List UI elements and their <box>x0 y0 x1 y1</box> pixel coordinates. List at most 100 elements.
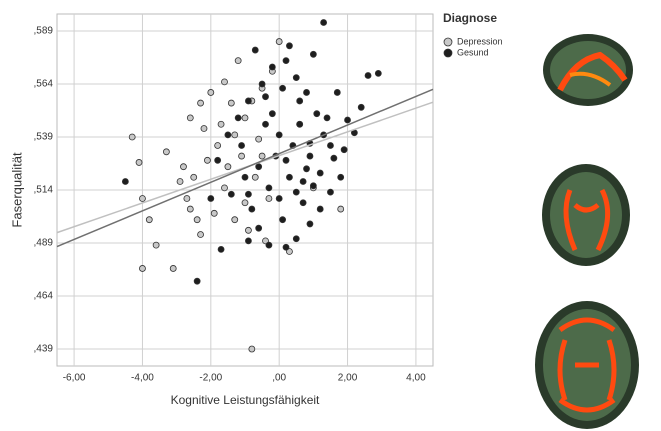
y-tick-label: ,514 <box>34 185 54 196</box>
x-tick-label: 4,00 <box>406 373 426 384</box>
x-tick-label: ,00 <box>272 373 286 384</box>
legend-label: Gesund <box>457 47 489 57</box>
point <box>176 178 184 185</box>
point <box>316 169 324 177</box>
point <box>251 46 259 54</box>
point <box>139 195 146 202</box>
x-tick-label: -2,00 <box>199 373 222 384</box>
point <box>255 224 263 232</box>
point <box>231 216 239 224</box>
point <box>224 163 232 171</box>
point <box>337 205 345 213</box>
point <box>275 38 283 45</box>
point <box>292 235 300 243</box>
point <box>200 125 208 132</box>
point <box>306 220 314 228</box>
point <box>255 163 263 171</box>
point <box>227 99 235 107</box>
point <box>231 131 239 139</box>
point <box>320 19 328 26</box>
point <box>121 178 129 185</box>
point <box>238 142 245 149</box>
y-tick-label: ,464 <box>34 291 54 302</box>
point <box>286 173 293 181</box>
point <box>248 345 256 353</box>
point <box>227 190 235 198</box>
point <box>282 156 290 164</box>
point <box>251 173 259 181</box>
brain-images <box>535 34 639 429</box>
point <box>241 114 249 122</box>
point <box>245 237 252 245</box>
point <box>265 195 273 202</box>
point <box>190 173 198 181</box>
point <box>262 93 269 101</box>
point <box>309 50 317 58</box>
point <box>197 99 204 107</box>
point <box>309 182 317 190</box>
point <box>224 131 232 139</box>
point <box>238 152 245 160</box>
point <box>145 216 153 224</box>
y-axis-label: Faserqualität <box>9 152 24 228</box>
point <box>268 63 276 71</box>
point <box>279 84 287 92</box>
point <box>279 216 287 224</box>
point <box>303 89 310 96</box>
point <box>186 114 194 122</box>
point <box>217 245 225 253</box>
point <box>245 97 252 105</box>
point <box>139 265 146 272</box>
point <box>340 146 348 154</box>
point <box>357 103 365 111</box>
point <box>162 148 170 156</box>
point <box>292 74 300 82</box>
x-axis-label: Kognitive Leistungsfähigkeit <box>171 393 320 407</box>
point <box>248 205 256 213</box>
point <box>330 154 338 162</box>
point <box>245 190 252 198</box>
point <box>275 131 283 139</box>
x-tick-label: -6,00 <box>63 373 86 384</box>
point <box>214 142 222 149</box>
point <box>183 195 191 202</box>
point <box>303 165 310 173</box>
point <box>217 120 225 128</box>
point <box>258 152 266 160</box>
point <box>234 57 242 65</box>
point <box>128 133 136 141</box>
point <box>169 265 177 272</box>
x-tick-label: -4,00 <box>131 373 154 384</box>
point <box>203 156 211 164</box>
point <box>282 243 290 251</box>
point <box>364 72 372 79</box>
point <box>286 42 293 50</box>
point <box>296 120 304 128</box>
y-tick-label: ,589 <box>34 26 54 37</box>
point <box>327 188 334 196</box>
legend-marker <box>443 48 453 58</box>
point <box>207 89 215 96</box>
legend-label: Depression <box>457 36 503 46</box>
point <box>337 173 345 181</box>
point <box>152 241 160 249</box>
point <box>275 195 283 202</box>
point <box>241 199 249 207</box>
y-tick-label: ,439 <box>34 344 54 355</box>
point <box>292 188 300 196</box>
point <box>296 97 304 105</box>
point <box>197 231 204 238</box>
point <box>214 156 222 164</box>
point <box>313 110 321 118</box>
point <box>135 159 143 166</box>
point <box>255 135 263 143</box>
point <box>262 120 269 128</box>
point <box>299 199 307 207</box>
point <box>207 195 215 202</box>
point <box>344 116 351 124</box>
point <box>282 57 290 65</box>
point <box>180 163 187 171</box>
point <box>374 69 382 77</box>
point <box>241 173 249 181</box>
